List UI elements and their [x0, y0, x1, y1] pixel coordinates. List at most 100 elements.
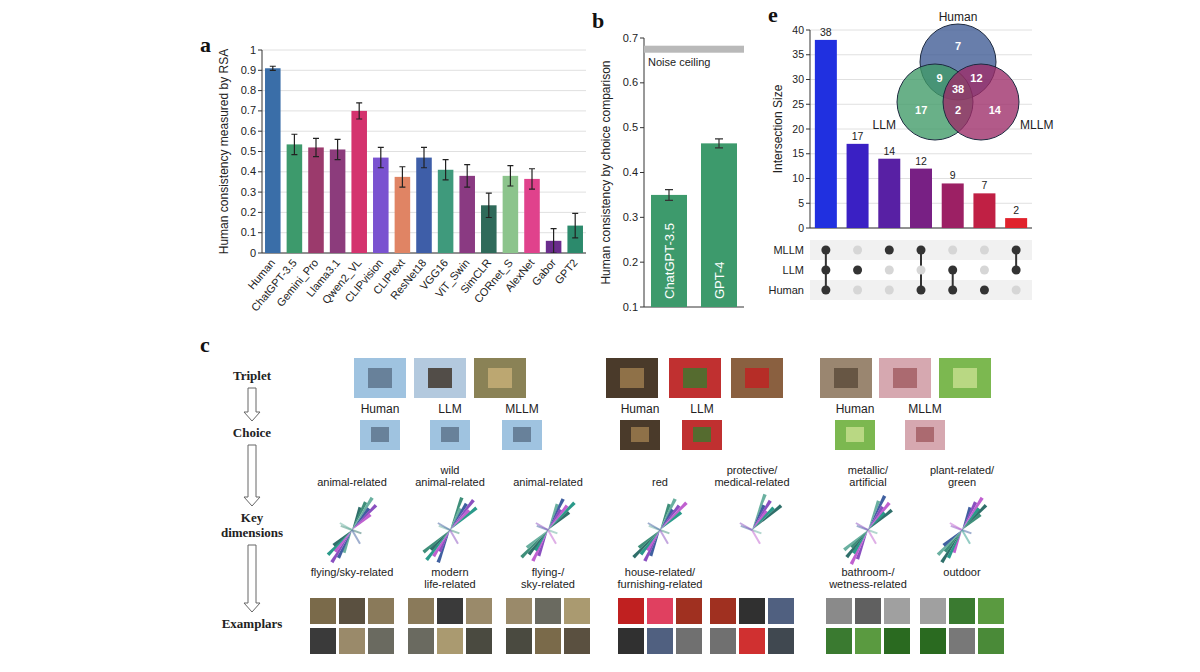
fan-blade [422, 530, 450, 554]
tick-label: 0.7 [241, 104, 256, 116]
tick-label: 0 [798, 222, 804, 234]
dimension-line: wild [440, 464, 460, 476]
tick-mark [806, 203, 810, 204]
fan-blade [352, 504, 377, 530]
exemplar-image [949, 598, 975, 624]
tick-label: 20 [792, 123, 804, 135]
matrix-dot [1012, 266, 1021, 275]
dimension-label: flying/sky-related [311, 566, 394, 578]
exemplar-image [310, 598, 336, 624]
data-label: 12 [915, 155, 927, 167]
exemplar-image [739, 628, 765, 654]
triplet-image-detail [368, 368, 392, 388]
fan-blade [352, 513, 372, 530]
fan-blade [330, 530, 352, 563]
triplet-image-detail [683, 368, 707, 388]
chooser-label: Human [836, 402, 875, 416]
exemplar-image [339, 628, 365, 654]
triplet-image [354, 358, 406, 398]
panel-letter: c [200, 332, 210, 357]
chooser-label: MLLM [908, 402, 941, 416]
grid-line [262, 70, 586, 71]
dimension-label: flying-/sky-related [521, 566, 575, 590]
fan-blade [752, 510, 768, 530]
fan-blade [752, 506, 775, 530]
fan-blade [850, 530, 868, 549]
fan-blade [962, 504, 987, 530]
chooser-label: LLM [690, 402, 713, 416]
step-arrow [244, 388, 260, 421]
triplet-image-detail [893, 368, 917, 388]
exemplar-image [949, 628, 975, 654]
category-label: AlexNet [503, 257, 537, 294]
tick-mark [258, 171, 262, 172]
fan-blade [856, 523, 868, 530]
fan-blade [536, 523, 548, 530]
tick-label: 0.2 [241, 206, 256, 218]
error-bar [715, 139, 723, 148]
bar [942, 183, 964, 228]
dimension-line: sky-related [521, 578, 575, 590]
error-bar [665, 190, 673, 201]
fan-blade [937, 530, 962, 556]
exemplar-image [826, 598, 852, 624]
axis-title: Human consistency measured by RSA [217, 49, 231, 254]
matrix-dot [853, 266, 862, 275]
fan-blade [450, 499, 475, 530]
tick-mark [258, 212, 262, 213]
fan-blade [526, 530, 548, 549]
panel-letter: a [200, 32, 211, 57]
error-bar [399, 167, 405, 187]
fan-blade [660, 504, 681, 530]
dimension-line: modern [431, 566, 468, 578]
error-bar [335, 139, 341, 159]
triplet-image [939, 358, 991, 398]
matrix-dot [980, 286, 989, 295]
venn-value: 38 [952, 83, 964, 95]
fan-blade [438, 523, 450, 530]
grid-line [262, 110, 586, 111]
tick-label: 0.4 [241, 165, 256, 177]
matrix-dot [980, 266, 989, 275]
tick-label: 0.5 [623, 121, 638, 133]
choice-image-detail [916, 427, 934, 442]
triplet-image-detail [620, 368, 644, 388]
tick-label: 0.4 [623, 166, 638, 178]
dimension-line: animal-related [317, 476, 387, 488]
tick-label: 10 [792, 172, 804, 184]
panel-letter: e [768, 2, 778, 27]
error-bar [507, 166, 513, 186]
triplet-image-detail [745, 368, 769, 388]
fan-blade [327, 530, 352, 556]
tick-label: 0.2 [623, 256, 638, 268]
fan-blade [950, 523, 962, 530]
step-line: Key [241, 510, 264, 525]
fan-blade [527, 530, 548, 556]
bar [438, 170, 454, 253]
dimension-line: protective/ [727, 464, 779, 476]
exemplar-image [884, 628, 910, 654]
exemplar-image [710, 628, 736, 654]
tick-label: 0.6 [623, 76, 638, 88]
set-label: LLM [783, 264, 804, 276]
tick-mark [640, 217, 644, 218]
dimension-line: wetness-related [828, 578, 907, 590]
error-bar [443, 160, 449, 180]
fan-blade [340, 523, 352, 530]
category-label: GPT-4 [712, 261, 727, 299]
exemplar-image [920, 628, 946, 654]
y-axis: 00.10.20.30.40.50.60.70.80.91Human consi… [217, 44, 586, 259]
bars [815, 40, 1027, 228]
tick-label: 0.1 [623, 301, 638, 313]
choice-image [620, 420, 660, 450]
grid-line [810, 30, 1032, 31]
exemplar-image [437, 598, 463, 624]
dimension-label: animal-related [317, 476, 387, 488]
tick-mark [640, 262, 644, 263]
error-bar [291, 134, 297, 154]
dimension-fan [740, 494, 782, 544]
bar [287, 144, 303, 253]
triplet-image-detail [953, 368, 977, 388]
tick-label: 0.8 [241, 84, 256, 96]
tick-label: 5 [798, 197, 804, 209]
